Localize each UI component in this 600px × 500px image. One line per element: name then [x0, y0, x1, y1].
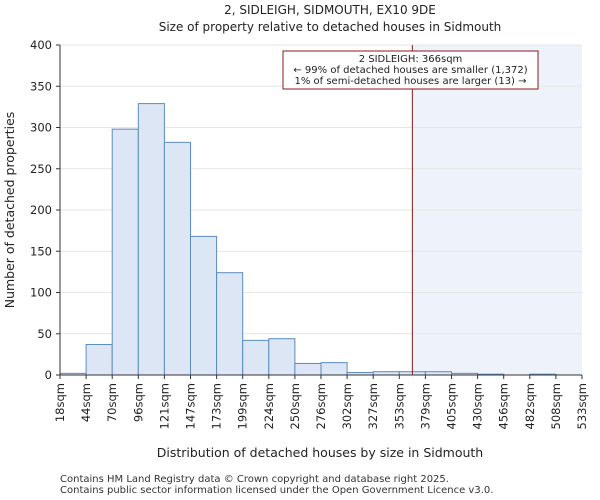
x-tick-label: 250sqm	[288, 383, 302, 429]
bar	[242, 339, 270, 376]
x-tick-label: 405sqm	[445, 383, 459, 429]
chart-title-line2: Size of property relative to detached ho…	[159, 20, 502, 34]
x-tick-label: 302sqm	[340, 383, 354, 429]
bar	[268, 338, 296, 376]
chart: 2, SIDLEIGH, SIDMOUTH, EX10 9DE Size of …	[2, 3, 589, 460]
x-axis-label: Distribution of detached houses by size …	[157, 445, 483, 460]
x-tick-label: 70sqm	[105, 383, 119, 422]
y-tick-label: 400	[30, 38, 52, 52]
x-tick-label: 224sqm	[262, 383, 276, 429]
bar	[163, 141, 191, 376]
x-tick-label: 199sqm	[236, 383, 250, 429]
y-tick-label: 50	[37, 327, 52, 341]
annotation-box: 2 SIDLEIGH: 366sqm ← 99% of detached hou…	[282, 50, 539, 90]
y-tick-label: 300	[30, 121, 52, 135]
y-tick-label: 350	[30, 79, 52, 93]
x-tick-label: 96sqm	[131, 383, 145, 422]
bar	[137, 103, 165, 376]
bar	[320, 362, 348, 376]
x-tick-label: 508sqm	[549, 383, 563, 429]
y-tick-label: 200	[30, 203, 52, 217]
x-tick-label: 482sqm	[523, 383, 537, 429]
x-tick-label: 456sqm	[497, 383, 511, 429]
footer-line2: Contains public sector information licen…	[60, 485, 494, 496]
x-tick-label: 533sqm	[575, 383, 589, 429]
x-tick-label: 18sqm	[53, 383, 67, 422]
bar	[294, 362, 322, 376]
annotation-rect	[282, 50, 539, 90]
y-tick-label: 250	[30, 162, 52, 176]
x-tick-label: 173sqm	[210, 383, 224, 429]
y-axis-label: Number of detached properties	[2, 112, 17, 309]
annotation-line3: 1% of semi-detached houses are larger (1…	[294, 76, 526, 87]
x-tick-label: 327sqm	[366, 383, 380, 429]
x-tick-label: 430sqm	[471, 383, 485, 429]
annotation-line2: ← 99% of detached houses are smaller (1,…	[293, 65, 527, 76]
x-tick-label: 276sqm	[314, 383, 328, 429]
x-tick-label: 121sqm	[157, 383, 171, 429]
x-tick-label: 353sqm	[392, 383, 406, 429]
y-tick-label: 100	[30, 286, 52, 300]
x-tick-label: 379sqm	[418, 383, 432, 429]
chart-title-line1: 2, SIDLEIGH, SIDMOUTH, EX10 9DE	[224, 3, 436, 17]
bar	[190, 235, 218, 376]
x-tick-label: 44sqm	[79, 383, 93, 422]
bar	[111, 128, 139, 376]
bar	[85, 343, 113, 376]
footer-line1: Contains HM Land Registry data © Crown c…	[60, 474, 449, 485]
bar	[216, 272, 244, 376]
y-tick-label: 0	[45, 368, 52, 382]
annotation-line1: 2 SIDLEIGH: 366sqm	[359, 54, 463, 65]
y-tick-label: 150	[30, 244, 52, 258]
x-tick-label: 147sqm	[184, 383, 198, 429]
